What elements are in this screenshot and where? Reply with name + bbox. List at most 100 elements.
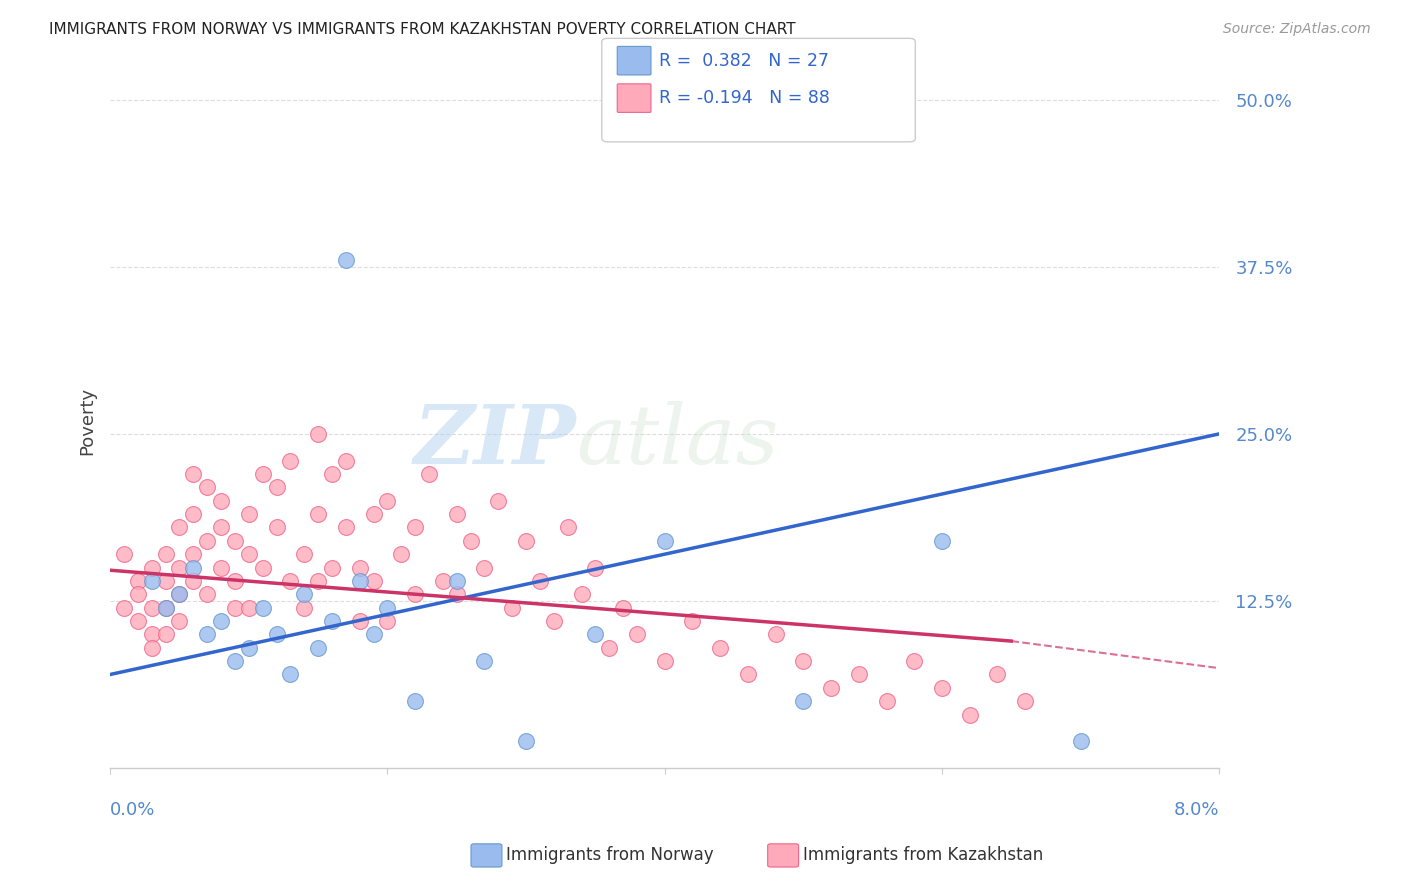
Point	[377, 614, 399, 628]
Point	[765, 627, 787, 641]
Point	[583, 560, 606, 574]
Point	[446, 574, 468, 588]
Point	[363, 507, 385, 521]
Point	[169, 520, 191, 534]
Text: 0.0%: 0.0%	[110, 801, 156, 820]
Point	[280, 574, 302, 588]
Point	[141, 574, 163, 588]
Point	[238, 547, 260, 561]
Text: IMMIGRANTS FROM NORWAY VS IMMIGRANTS FROM KAZAKHSTAN POVERTY CORRELATION CHART: IMMIGRANTS FROM NORWAY VS IMMIGRANTS FRO…	[49, 22, 796, 37]
Point	[252, 600, 274, 615]
Text: Source: ZipAtlas.com: Source: ZipAtlas.com	[1223, 22, 1371, 37]
Point	[335, 453, 357, 467]
Point	[349, 614, 371, 628]
Point	[959, 707, 981, 722]
Point	[404, 520, 426, 534]
Point	[389, 547, 412, 561]
Text: Immigrants from Kazakhstan: Immigrants from Kazakhstan	[803, 847, 1043, 864]
Point	[127, 574, 149, 588]
Point	[529, 574, 551, 588]
Point	[292, 547, 315, 561]
Point	[292, 600, 315, 615]
Text: atlas: atlas	[576, 401, 779, 482]
Point	[363, 627, 385, 641]
Point	[515, 533, 537, 548]
Point	[292, 587, 315, 601]
Point	[112, 547, 135, 561]
Point	[349, 574, 371, 588]
Point	[209, 520, 232, 534]
Point	[307, 574, 329, 588]
Point	[446, 587, 468, 601]
Point	[169, 614, 191, 628]
Point	[501, 600, 523, 615]
Point	[335, 520, 357, 534]
Point	[792, 654, 814, 668]
Point	[155, 627, 177, 641]
Point	[266, 520, 288, 534]
Point	[238, 507, 260, 521]
Point	[654, 654, 676, 668]
Point	[169, 587, 191, 601]
Point	[266, 627, 288, 641]
Point	[474, 654, 496, 668]
Point	[307, 507, 329, 521]
Point	[155, 600, 177, 615]
Point	[612, 600, 634, 615]
Y-axis label: Poverty: Poverty	[79, 386, 96, 455]
Point	[252, 467, 274, 481]
Point	[557, 520, 579, 534]
Point	[141, 560, 163, 574]
Point	[1070, 734, 1092, 748]
Point	[195, 627, 218, 641]
Point	[224, 574, 246, 588]
Text: 8.0%: 8.0%	[1174, 801, 1219, 820]
Point	[141, 627, 163, 641]
Point	[321, 614, 343, 628]
Point	[183, 507, 205, 521]
Point	[792, 694, 814, 708]
Point	[224, 533, 246, 548]
Point	[183, 467, 205, 481]
Text: R =  0.382   N = 27: R = 0.382 N = 27	[659, 52, 830, 70]
Point	[737, 667, 759, 681]
Point	[1014, 694, 1036, 708]
Point	[112, 600, 135, 615]
Point	[363, 574, 385, 588]
Point	[654, 533, 676, 548]
Point	[195, 587, 218, 601]
Point	[321, 467, 343, 481]
Point	[183, 547, 205, 561]
Point	[418, 467, 440, 481]
Point	[252, 560, 274, 574]
Point	[848, 667, 870, 681]
Point	[280, 453, 302, 467]
Point	[183, 574, 205, 588]
Point	[280, 667, 302, 681]
Point	[432, 574, 454, 588]
Point	[209, 560, 232, 574]
Point	[224, 654, 246, 668]
Point	[195, 533, 218, 548]
Point	[583, 627, 606, 641]
Point	[209, 614, 232, 628]
Point	[876, 694, 898, 708]
Point	[404, 587, 426, 601]
Point	[543, 614, 565, 628]
Text: Immigrants from Norway: Immigrants from Norway	[506, 847, 714, 864]
Point	[141, 640, 163, 655]
Text: ZIP: ZIP	[413, 401, 576, 482]
Point	[141, 600, 163, 615]
Point	[986, 667, 1008, 681]
Point	[266, 480, 288, 494]
Point	[307, 426, 329, 441]
Point	[238, 640, 260, 655]
Point	[169, 587, 191, 601]
Text: R = -0.194   N = 88: R = -0.194 N = 88	[659, 89, 831, 107]
Point	[626, 627, 648, 641]
Point	[155, 574, 177, 588]
Point	[709, 640, 731, 655]
Point	[820, 681, 842, 695]
Point	[224, 600, 246, 615]
Point	[127, 614, 149, 628]
